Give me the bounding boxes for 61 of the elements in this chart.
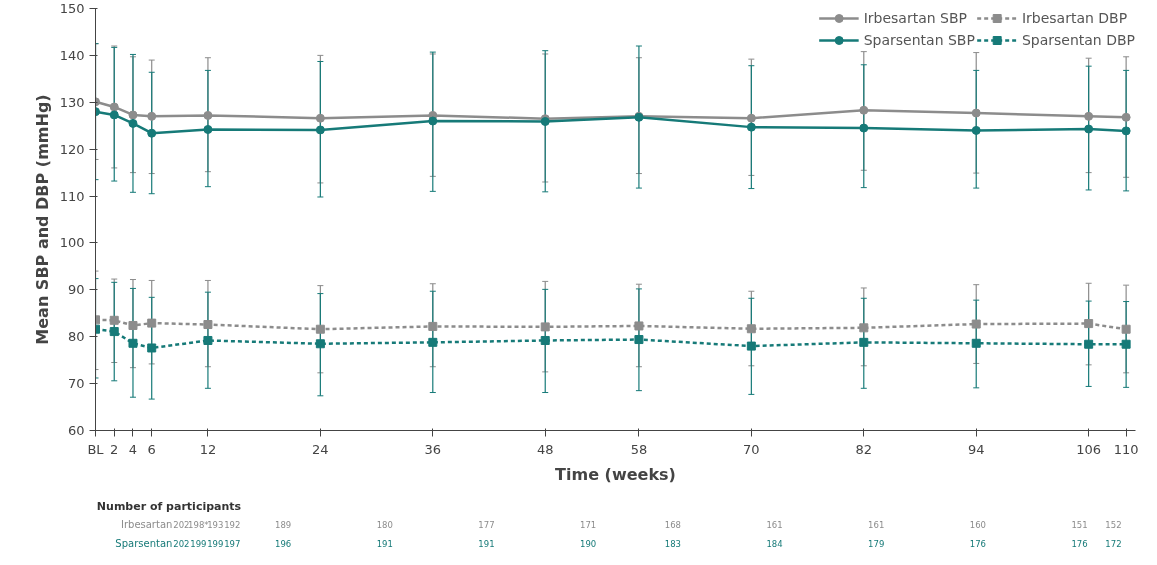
x-tick-label: 48	[536, 441, 554, 457]
y-tick-label: 60	[67, 423, 85, 438]
text: 189	[274, 520, 292, 530]
text: 197	[224, 539, 241, 550]
x-tick-label: BL	[87, 441, 105, 457]
text: 199	[190, 539, 207, 550]
text: 151	[1071, 520, 1088, 530]
x-axis-title: Time (weeks)	[555, 464, 676, 484]
text: 184	[766, 539, 783, 550]
text: 179	[868, 539, 885, 550]
y-tick-label: 110	[59, 188, 85, 204]
text: Sparsentan	[115, 538, 173, 550]
x-tick-label: 82	[855, 441, 873, 457]
y-tick-label: 130	[59, 94, 85, 110]
text: 192	[224, 520, 241, 530]
legend-label: Irbesartan DBP	[1021, 10, 1128, 26]
x-tick-label: 6	[147, 441, 156, 457]
y-tick-label: 80	[67, 329, 85, 345]
text: 202	[173, 539, 190, 550]
y-axis-title: Mean SBP and DBP (mmHg)	[32, 94, 52, 345]
x-tick-label: 58	[630, 441, 648, 457]
x-tick-label: 12	[199, 441, 217, 457]
x-tick-label: 70	[743, 441, 760, 457]
text: 196	[274, 539, 292, 550]
x-tick-label: 4	[128, 441, 138, 457]
text: 190	[580, 539, 597, 550]
text: 191	[478, 539, 495, 550]
text: 199	[207, 539, 224, 550]
text: 198*	[188, 519, 209, 530]
x-tick-label: 36	[424, 441, 442, 457]
x-tick-label: 106	[1076, 441, 1102, 457]
text: Number of participants	[96, 499, 242, 513]
legend-label: Sparsentan SBP	[863, 32, 975, 48]
x-tick-label: 2	[110, 441, 119, 457]
text: 160	[969, 520, 987, 530]
y-tick-label: 120	[59, 141, 85, 157]
text: 183	[664, 539, 681, 550]
text: 176	[1071, 539, 1088, 550]
y-tick-label: 90	[67, 282, 85, 298]
text: 202	[173, 520, 190, 530]
text: 152	[1105, 520, 1122, 530]
text: 177	[478, 520, 495, 530]
text: 180	[376, 520, 393, 530]
legend-label: Irbesartan SBP	[863, 10, 968, 26]
text: 193	[207, 520, 224, 530]
y-tick-label: 100	[59, 235, 85, 251]
text: 191	[376, 539, 393, 550]
text: 161	[766, 520, 783, 530]
text: Irbesartan	[120, 519, 173, 530]
y-tick-label: 150	[59, 1, 85, 16]
x-tick-label: 94	[967, 441, 985, 457]
text: 161	[868, 520, 885, 530]
text: 168	[664, 520, 681, 530]
text: 171	[580, 520, 597, 530]
y-tick-label: 70	[67, 376, 85, 392]
y-tick-label: 140	[59, 47, 85, 63]
text: 176	[969, 539, 987, 550]
legend-label: Sparsentan DBP	[1021, 32, 1135, 48]
text: 172	[1105, 539, 1122, 550]
x-tick-label: 24	[312, 441, 329, 457]
x-tick-label: 110	[1113, 441, 1139, 457]
